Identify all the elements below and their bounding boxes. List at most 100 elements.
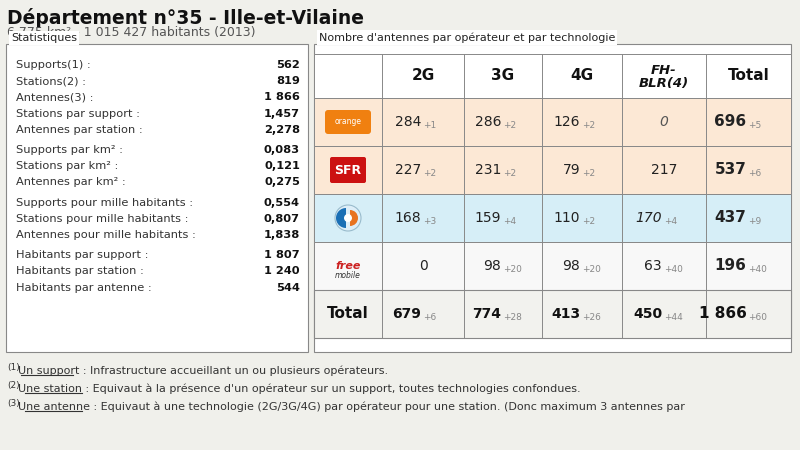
- Text: +3: +3: [423, 216, 436, 225]
- Text: Une station : Equivaut à la présence d'un opérateur sur un support, toutes techn: Une station : Equivaut à la présence d'u…: [18, 384, 581, 395]
- Text: 79: 79: [562, 163, 580, 177]
- Text: 63: 63: [644, 259, 662, 273]
- Circle shape: [344, 214, 352, 222]
- Text: 159: 159: [474, 211, 501, 225]
- Wedge shape: [350, 210, 358, 226]
- Text: 544: 544: [276, 283, 300, 293]
- Text: 4G: 4G: [570, 68, 594, 84]
- Text: 126: 126: [554, 115, 580, 129]
- Text: Habitants par station :: Habitants par station :: [16, 266, 144, 276]
- Bar: [6, 44, 308, 352]
- Text: 6 775 km² - 1 015 427 habitants (2013): 6 775 km² - 1 015 427 habitants (2013): [7, 26, 255, 39]
- Text: 774: 774: [472, 307, 501, 321]
- Text: +6: +6: [749, 168, 762, 177]
- Text: +9: +9: [749, 216, 762, 225]
- Text: 0,083: 0,083: [264, 145, 300, 155]
- Text: Total: Total: [327, 306, 369, 321]
- Text: 286: 286: [474, 115, 501, 129]
- Circle shape: [335, 205, 361, 231]
- Text: Antennes par km² :: Antennes par km² :: [16, 177, 126, 187]
- Text: Stations pour mille habitants :: Stations pour mille habitants :: [16, 214, 189, 224]
- Bar: [314, 290, 791, 338]
- Text: +2: +2: [423, 168, 436, 177]
- Text: +2: +2: [582, 121, 595, 130]
- Text: 2,278: 2,278: [264, 125, 300, 135]
- Text: SFR: SFR: [334, 163, 362, 176]
- Text: 0: 0: [659, 115, 669, 129]
- Text: 1,457: 1,457: [264, 108, 300, 119]
- Text: +2: +2: [582, 216, 595, 225]
- Text: +28: +28: [503, 312, 522, 321]
- Text: Stations par km² :: Stations par km² :: [16, 161, 118, 171]
- Text: +26: +26: [582, 312, 601, 321]
- Text: +20: +20: [503, 265, 522, 274]
- Text: 217: 217: [651, 163, 677, 177]
- Text: 1 866: 1 866: [698, 306, 746, 321]
- Text: +20: +20: [582, 265, 601, 274]
- Text: (3): (3): [7, 399, 20, 408]
- Bar: [314, 242, 791, 290]
- Text: 1,838: 1,838: [264, 230, 300, 240]
- Text: +60: +60: [749, 312, 767, 321]
- Wedge shape: [336, 208, 346, 228]
- Text: 413: 413: [551, 307, 580, 321]
- Text: +5: +5: [749, 121, 762, 130]
- Text: Un support : Infrastructure accueillant un ou plusieurs opérateurs.: Un support : Infrastructure accueillant …: [18, 366, 389, 377]
- Text: 819: 819: [276, 76, 300, 86]
- Text: orange: orange: [334, 117, 362, 126]
- Text: 1 866: 1 866: [264, 92, 300, 103]
- Text: 0,121: 0,121: [264, 161, 300, 171]
- Text: +2: +2: [582, 168, 595, 177]
- Text: Une antenne : Equivaut à une technologie (2G/3G/4G) par opérateur pour une stati: Une antenne : Equivaut à une technologie…: [18, 402, 686, 413]
- Text: Stations par support :: Stations par support :: [16, 108, 140, 119]
- Text: 0,807: 0,807: [264, 214, 300, 224]
- Text: 0: 0: [418, 259, 427, 273]
- Text: 537: 537: [714, 162, 746, 177]
- Bar: [314, 54, 791, 98]
- Text: Antennes(3) :: Antennes(3) :: [16, 92, 94, 103]
- Text: +2: +2: [503, 168, 516, 177]
- Text: Antennes par station :: Antennes par station :: [16, 125, 142, 135]
- Text: Statistiques: Statistiques: [11, 33, 77, 43]
- Text: 98: 98: [483, 259, 501, 273]
- Text: +40: +40: [664, 265, 683, 274]
- Text: 168: 168: [394, 211, 421, 225]
- Text: Supports(1) :: Supports(1) :: [16, 60, 90, 70]
- Text: +1: +1: [423, 121, 436, 130]
- Text: 450: 450: [633, 307, 662, 321]
- Text: 1 240: 1 240: [264, 266, 300, 276]
- Text: 284: 284: [394, 115, 421, 129]
- Text: 679: 679: [392, 307, 421, 321]
- Text: Département n°35 - Ille-et-Vilaine: Département n°35 - Ille-et-Vilaine: [7, 8, 364, 28]
- Text: +40: +40: [749, 265, 767, 274]
- Text: 110: 110: [554, 211, 580, 225]
- Text: 2G: 2G: [411, 68, 434, 84]
- Text: Supports pour mille habitants :: Supports pour mille habitants :: [16, 198, 193, 207]
- Text: 0,554: 0,554: [264, 198, 300, 207]
- Text: 227: 227: [394, 163, 421, 177]
- Text: (1): (1): [7, 363, 20, 372]
- Text: 437: 437: [714, 211, 746, 225]
- Text: mobile: mobile: [335, 271, 361, 280]
- Text: Supports par km² :: Supports par km² :: [16, 145, 123, 155]
- Text: free: free: [335, 261, 361, 271]
- Text: Habitants par antenne :: Habitants par antenne :: [16, 283, 152, 293]
- Text: Nombre d'antennes par opérateur et par technologie: Nombre d'antennes par opérateur et par t…: [319, 32, 615, 43]
- Text: 3G: 3G: [491, 68, 514, 84]
- Text: +6: +6: [423, 312, 436, 321]
- Text: Antennes pour mille habitants :: Antennes pour mille habitants :: [16, 230, 196, 240]
- Text: 562: 562: [276, 60, 300, 70]
- Text: 1 807: 1 807: [264, 250, 300, 260]
- Text: Stations(2) :: Stations(2) :: [16, 76, 86, 86]
- Text: Habitants par support :: Habitants par support :: [16, 250, 149, 260]
- Text: 170: 170: [635, 211, 662, 225]
- Text: 196: 196: [714, 258, 746, 274]
- FancyBboxPatch shape: [330, 157, 366, 183]
- FancyBboxPatch shape: [325, 110, 371, 134]
- Text: +4: +4: [503, 216, 516, 225]
- Bar: [314, 98, 791, 146]
- Bar: [314, 44, 791, 352]
- Bar: [314, 194, 791, 242]
- Text: 0,275: 0,275: [264, 177, 300, 187]
- Text: 696: 696: [714, 114, 746, 130]
